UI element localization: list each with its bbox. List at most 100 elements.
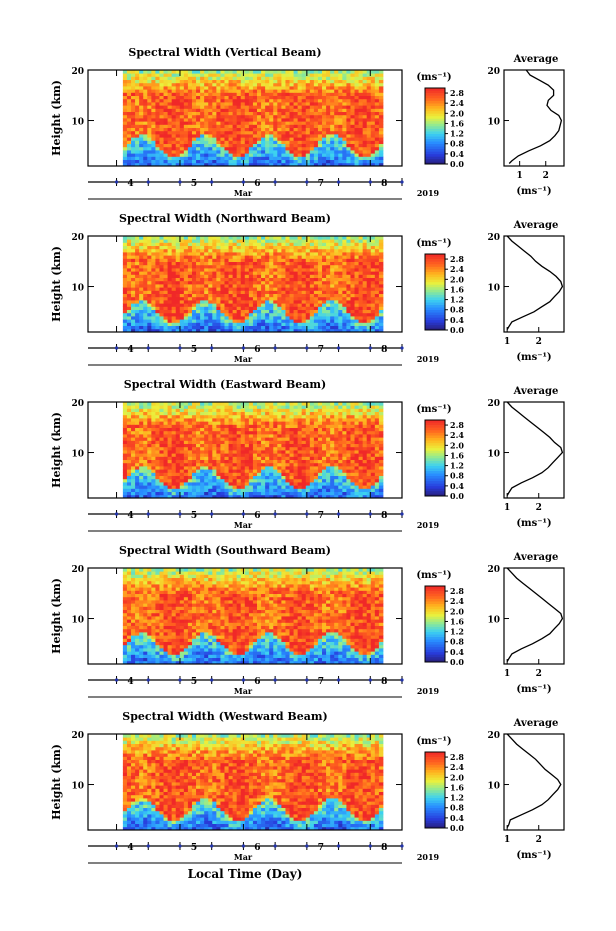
- heatmap-cell: [261, 453, 266, 457]
- heatmap-cell: [167, 466, 173, 470]
- heatmap-cell: [163, 255, 168, 259]
- heatmap-cell: [330, 293, 335, 298]
- heatmap-cell: [204, 121, 209, 125]
- heatmap-cell: [191, 475, 197, 480]
- heatmap-cell: [281, 491, 286, 496]
- heatmap-cell: [159, 316, 164, 320]
- heatmap-cell: [277, 309, 282, 314]
- heatmap-cell: [285, 287, 290, 291]
- heatmap-cell: [346, 124, 351, 128]
- heatmap-cell: [200, 86, 205, 90]
- heatmap-cell: [289, 325, 294, 330]
- heatmap-cell: [212, 475, 217, 480]
- heatmap-cell: [256, 472, 262, 476]
- heatmap-cell: [216, 478, 221, 483]
- heatmap-cell: [155, 325, 160, 330]
- heatmap-cell: [248, 271, 254, 275]
- heatmap-cell: [305, 491, 311, 496]
- heatmap-cell: [301, 491, 307, 496]
- heatmap-cell: [252, 494, 258, 499]
- colorbar-swatch: [425, 153, 445, 157]
- heatmap-cell: [147, 322, 152, 326]
- heatmap-cell: [358, 482, 364, 486]
- heatmap-cell: [269, 153, 274, 157]
- heatmap-cell: [313, 245, 319, 250]
- heatmap-cell: [167, 309, 173, 314]
- heatmap-cell: [179, 76, 185, 80]
- heatmap-cell: [370, 130, 376, 135]
- heatmap-cell: [155, 482, 160, 486]
- heatmap-cell: [187, 150, 193, 154]
- heatmap-cell: [200, 319, 205, 323]
- heatmap-cell: [281, 92, 286, 96]
- heatmap-cell: [204, 264, 209, 269]
- heatmap-cell: [252, 261, 258, 266]
- heatmap-cell: [191, 102, 197, 106]
- heatmap-cell: [378, 456, 384, 460]
- heatmap-cell: [220, 245, 225, 250]
- heatmap-cell: [208, 478, 213, 483]
- heatmap-cell: [183, 264, 189, 269]
- heatmap-cell: [366, 242, 372, 246]
- heatmap-cell: [143, 86, 148, 90]
- heatmap-cell: [191, 162, 197, 167]
- heatmap-cell: [208, 95, 213, 100]
- heatmap-cell: [232, 105, 238, 109]
- heatmap-cell: [354, 312, 359, 317]
- heatmap-cell: [126, 488, 132, 492]
- heatmap-cell: [175, 127, 181, 132]
- heatmap-cell: [139, 303, 144, 307]
- heatmap-cell: [208, 143, 213, 148]
- heatmap-cell: [171, 140, 177, 144]
- heatmap-cell: [261, 159, 266, 164]
- heatmap-cell: [297, 271, 303, 275]
- heatmap-cell: [265, 290, 270, 294]
- heatmap-cell: [159, 488, 164, 492]
- heatmap-cell: [232, 153, 238, 157]
- heatmap-cell: [285, 300, 290, 304]
- heatmap-cell: [346, 140, 351, 144]
- colorbar-tick-label: 1.6: [450, 118, 464, 128]
- heatmap-cell: [204, 319, 209, 323]
- heatmap-cell: [273, 146, 278, 151]
- date-axis-marker: [336, 346, 341, 350]
- heatmap-cell: [216, 280, 221, 285]
- heatmap-cell: [305, 156, 311, 160]
- heatmap-cell: [175, 105, 181, 109]
- heatmap-cell: [261, 469, 266, 473]
- heatmap-cell: [122, 258, 128, 262]
- heatmap-cell: [289, 239, 294, 243]
- heatmap-cell: [183, 274, 189, 278]
- heatmap-cell: [305, 79, 311, 84]
- heatmap-cell: [281, 287, 286, 291]
- heatmap-cell: [358, 485, 364, 489]
- heatmap-cell: [334, 293, 339, 298]
- heatmap-cell: [167, 306, 173, 310]
- heatmap-cell: [378, 277, 384, 282]
- heatmap-cell: [151, 284, 156, 288]
- heatmap-cell: [305, 287, 311, 291]
- heatmap-cell: [122, 137, 128, 141]
- heatmap-cell: [261, 316, 266, 320]
- heatmap-cell: [358, 105, 364, 109]
- heatmap-cell: [322, 105, 327, 109]
- heatmap-cell: [374, 236, 380, 240]
- heatmap-cell: [183, 242, 189, 246]
- heatmap-cell: [269, 264, 274, 269]
- heatmap-cell: [159, 322, 164, 326]
- heatmap-cell: [163, 466, 168, 470]
- heatmap-cell: [378, 300, 384, 304]
- heatmap-cell: [277, 494, 282, 499]
- heatmap-cell: [285, 159, 290, 164]
- heatmap-cell: [244, 95, 250, 100]
- heatmap-cell: [248, 79, 254, 84]
- heatmap-cell: [163, 79, 168, 84]
- heatmap-cell: [208, 322, 213, 326]
- heatmap-cell: [228, 264, 234, 269]
- heatmap-cell: [297, 312, 303, 317]
- heatmap-cell: [269, 328, 274, 333]
- heatmap-cell: [171, 274, 177, 278]
- heatmap-cell: [289, 95, 294, 100]
- heatmap-cell: [244, 459, 250, 464]
- heatmap-cell: [228, 482, 234, 486]
